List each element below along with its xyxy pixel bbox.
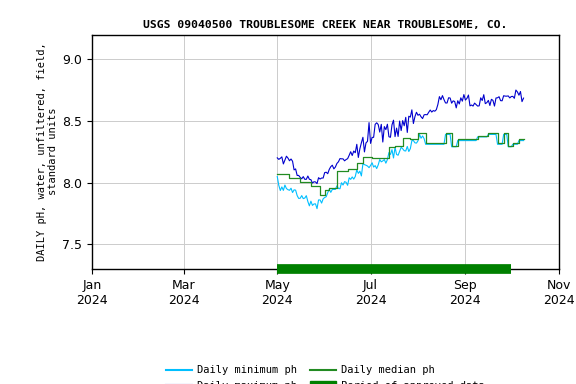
Legend: Daily minimum ph, Daily maximum ph, Daily median ph, Period of approved data: Daily minimum ph, Daily maximum ph, Dail… <box>162 361 489 384</box>
Title: USGS 09040500 TROUBLESOME CREEK NEAR TROUBLESOME, CO.: USGS 09040500 TROUBLESOME CREEK NEAR TRO… <box>143 20 507 30</box>
Y-axis label: DAILY pH, water, unfiltered, field,
standard units: DAILY pH, water, unfiltered, field, stan… <box>37 42 58 261</box>
